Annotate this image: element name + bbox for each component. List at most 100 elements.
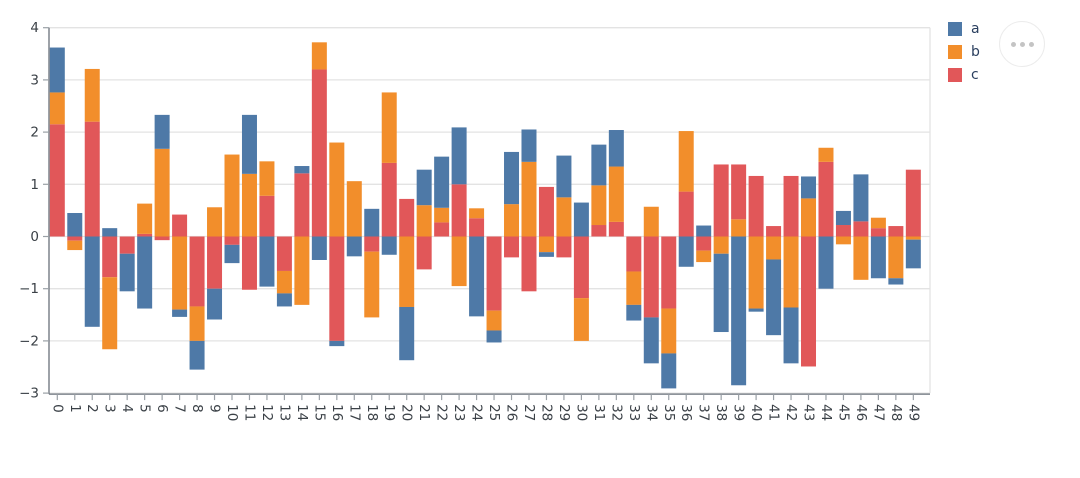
bar-segment-b[interactable]	[434, 207, 450, 223]
bar-segment-a[interactable]	[399, 306, 415, 361]
bar-segment-a[interactable]	[276, 293, 292, 307]
bar-segment-a[interactable]	[259, 236, 275, 287]
bar-segment-b[interactable]	[573, 298, 589, 341]
bar-segment-c[interactable]	[696, 236, 712, 251]
bar-segment-a[interactable]	[538, 252, 554, 257]
bar-segment-b[interactable]	[49, 92, 65, 125]
bar-segment-a[interactable]	[67, 213, 83, 237]
bar-1[interactable]	[67, 213, 83, 251]
bar-segment-a[interactable]	[119, 253, 135, 292]
bar-27[interactable]	[521, 129, 537, 292]
bar-segment-c[interactable]	[905, 169, 921, 237]
bar-segment-b[interactable]	[311, 42, 327, 70]
bar-segment-c[interactable]	[783, 175, 799, 237]
bar-24[interactable]	[469, 208, 485, 317]
bar-48[interactable]	[888, 226, 904, 285]
bar-49[interactable]	[905, 169, 921, 269]
bar-segment-c[interactable]	[556, 236, 572, 258]
bar-segment-c[interactable]	[311, 69, 327, 237]
legend-item-a[interactable]: a	[948, 22, 980, 36]
bar-segment-c[interactable]	[102, 236, 118, 278]
bar-segment-b[interactable]	[486, 310, 502, 331]
bar-18[interactable]	[364, 208, 380, 318]
bar-3[interactable]	[102, 228, 118, 350]
bar-16[interactable]	[329, 142, 345, 347]
bar-segment-a[interactable]	[608, 130, 624, 167]
bar-segment-c[interactable]	[434, 222, 450, 237]
bar-segment-a[interactable]	[556, 155, 572, 198]
bar-segment-a[interactable]	[905, 239, 921, 269]
bar-4[interactable]	[119, 236, 135, 292]
bar-segment-c[interactable]	[748, 175, 764, 237]
bar-segment-a[interactable]	[172, 309, 188, 317]
bar-segment-a[interactable]	[731, 236, 747, 386]
bar-segment-a[interactable]	[381, 236, 397, 255]
bar-5[interactable]	[137, 203, 153, 309]
bar-segment-a[interactable]	[888, 278, 904, 285]
bar-segment-b[interactable]	[696, 250, 712, 263]
bar-segment-a[interactable]	[818, 236, 834, 289]
bar-segment-a[interactable]	[835, 210, 851, 226]
bar-13[interactable]	[276, 236, 292, 307]
bar-segment-b[interactable]	[102, 277, 118, 350]
bar-segment-a[interactable]	[643, 317, 659, 364]
bar-segment-a[interactable]	[573, 202, 589, 237]
bar-29[interactable]	[556, 155, 572, 258]
bar-segment-a[interactable]	[416, 169, 432, 206]
bar-28[interactable]	[538, 186, 554, 257]
bar-47[interactable]	[870, 217, 886, 279]
bar-segment-b[interactable]	[591, 185, 607, 226]
bar-segment-c[interactable]	[137, 233, 153, 237]
bar-segment-c[interactable]	[276, 236, 292, 271]
bar-segment-b[interactable]	[556, 197, 572, 237]
bar-22[interactable]	[434, 156, 450, 237]
bar-33[interactable]	[626, 236, 642, 321]
bar-segment-c[interactable]	[329, 236, 345, 341]
bar-segment-c[interactable]	[469, 218, 485, 237]
bar-segment-c[interactable]	[172, 214, 188, 237]
bar-segment-c[interactable]	[766, 226, 782, 237]
bar-segment-b[interactable]	[870, 217, 886, 229]
bar-segment-c[interactable]	[381, 162, 397, 237]
bar-segment-b[interactable]	[172, 236, 188, 310]
bar-11[interactable]	[241, 114, 257, 290]
bar-segment-c[interactable]	[241, 236, 257, 290]
bar-35[interactable]	[661, 236, 677, 389]
bar-31[interactable]	[591, 144, 607, 237]
bar-segment-a[interactable]	[49, 47, 65, 93]
bar-segment-a[interactable]	[486, 330, 502, 343]
bar-segment-a[interactable]	[84, 236, 100, 327]
bar-segment-c[interactable]	[207, 236, 223, 289]
bar-8[interactable]	[189, 236, 205, 370]
bar-segment-a[interactable]	[207, 288, 223, 320]
bar-segment-c[interactable]	[49, 124, 65, 237]
bar-segment-b[interactable]	[731, 219, 747, 237]
bar-segment-a[interactable]	[434, 156, 450, 208]
bar-segment-a[interactable]	[346, 236, 362, 257]
bar-15[interactable]	[311, 42, 327, 260]
bar-segment-c[interactable]	[853, 221, 869, 237]
bar-segment-a[interactable]	[766, 259, 782, 336]
bar-segment-b[interactable]	[416, 205, 432, 237]
bar-segment-c[interactable]	[486, 236, 502, 311]
bar-segment-b[interactable]	[748, 236, 764, 309]
bar-12[interactable]	[259, 161, 275, 287]
bar-segment-b[interactable]	[67, 240, 83, 251]
bar-segment-b[interactable]	[678, 131, 694, 192]
bar-segment-a[interactable]	[189, 340, 205, 370]
bar-segment-a[interactable]	[364, 208, 380, 237]
bar-20[interactable]	[399, 198, 415, 361]
bar-segment-a[interactable]	[591, 144, 607, 186]
bar-segment-b[interactable]	[241, 173, 257, 237]
bar-segment-c[interactable]	[84, 121, 100, 237]
more-options-button[interactable]	[999, 21, 1045, 67]
bar-segment-a[interactable]	[783, 307, 799, 364]
bar-14[interactable]	[294, 166, 310, 305]
bar-segment-b[interactable]	[346, 181, 362, 237]
bar-segment-c[interactable]	[364, 236, 380, 252]
legend-item-c[interactable]: c	[948, 68, 980, 82]
bar-segment-b[interactable]	[801, 198, 817, 237]
bar-segment-a[interactable]	[713, 253, 729, 333]
bar-segment-a[interactable]	[678, 236, 694, 267]
